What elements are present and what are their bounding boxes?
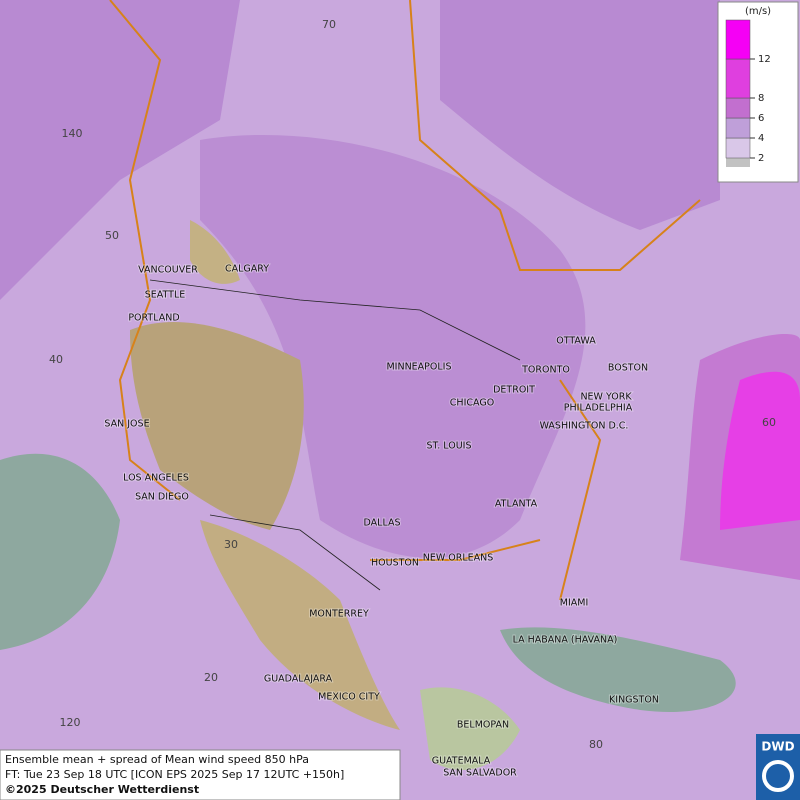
- sea-calm: [0, 453, 120, 650]
- legend-tick-label: 12: [758, 54, 771, 65]
- city-label: KINGSTON: [609, 695, 659, 706]
- land-terrain: [200, 520, 400, 730]
- city-label: HOUSTON: [371, 558, 419, 569]
- city-label: BOSTON: [608, 363, 648, 374]
- city-label: GUATEMALA: [432, 756, 491, 767]
- graticule-label: 30: [224, 538, 238, 551]
- graticule-label: 20: [204, 671, 218, 684]
- legend-swatch: [725, 97, 751, 119]
- graticule-label: 80: [589, 738, 603, 751]
- logo-text: DWD: [761, 740, 794, 754]
- legend-swatch: [725, 19, 751, 60]
- city-label: PORTLAND: [128, 313, 179, 324]
- city-label: VANCOUVER: [138, 265, 198, 276]
- legend-tick-label: 6: [758, 113, 764, 124]
- city-label: SEATTLE: [145, 290, 186, 301]
- city-label: CALGARY: [225, 264, 269, 275]
- wind-region: [200, 134, 586, 558]
- graticule-label: 120: [60, 716, 81, 729]
- logo-icon: [762, 760, 794, 792]
- caption-forecast: FT: Tue 23 Sep 18 UTC [ICON EPS 2025 Sep…: [5, 768, 344, 781]
- legend-tick-label: 4: [758, 133, 764, 144]
- caption-box: [0, 749, 401, 800]
- city-label: PHILADELPHIA: [564, 403, 633, 414]
- graticule-label: 70: [322, 18, 336, 31]
- wind-region: [720, 371, 800, 530]
- city-label: OTTAWA: [556, 336, 596, 347]
- land-terrain: [130, 321, 304, 530]
- legend-swatch: [725, 137, 751, 159]
- graticule-label: 50: [105, 229, 119, 242]
- land-terrain: [190, 220, 240, 284]
- graticule-label: 60: [762, 416, 776, 429]
- caption-copyright: ©2025 Deutscher Wetterdienst: [5, 783, 199, 796]
- graticule-label: 40: [49, 353, 63, 366]
- graticule-label: 140: [62, 127, 83, 140]
- city-label: WASHINGTON D.C.: [540, 421, 629, 432]
- legend-swatch: [725, 117, 751, 139]
- coastline: [109, 0, 701, 601]
- city-label: ST. LOUIS: [427, 441, 472, 452]
- city-label: TORONTO: [521, 365, 570, 376]
- legend-tick-label: 2: [758, 153, 764, 164]
- city-label: DETROIT: [493, 385, 535, 396]
- city-label: SAN JOSE: [104, 419, 149, 430]
- city-label: MONTERREY: [309, 609, 369, 620]
- legend-tick-label: 8: [758, 93, 764, 104]
- legend-swatch: [725, 58, 751, 99]
- wind-region: [0, 0, 240, 300]
- caption-title: Ensemble mean + spread of Mean wind spee…: [5, 753, 309, 766]
- wind-region: [440, 0, 720, 230]
- city-label: DALLAS: [364, 518, 401, 529]
- city-label: BELMOPAN: [457, 720, 509, 731]
- city-label: NEW ORLEANS: [423, 553, 494, 564]
- legend-unit: (m/s): [745, 6, 771, 17]
- city-label: MIAMI: [560, 598, 589, 609]
- city-label: CHICAGO: [450, 398, 494, 409]
- sea-calm: [500, 627, 736, 712]
- city-label: ATLANTA: [495, 499, 538, 510]
- city-label: GUADALAJARA: [264, 674, 333, 685]
- city-label: SAN DIEGO: [135, 492, 189, 503]
- city-label: LA HABANA (HAVANA): [513, 635, 618, 646]
- city-label: MINNEAPOLIS: [386, 362, 451, 373]
- border: [149, 279, 521, 591]
- city-label: LOS ANGELES: [123, 473, 189, 484]
- city-label: NEW YORK: [580, 392, 632, 403]
- city-label: SAN SALVADOR: [443, 768, 517, 779]
- city-label: MEXICO CITY: [318, 692, 380, 703]
- land-terrain: [420, 687, 520, 770]
